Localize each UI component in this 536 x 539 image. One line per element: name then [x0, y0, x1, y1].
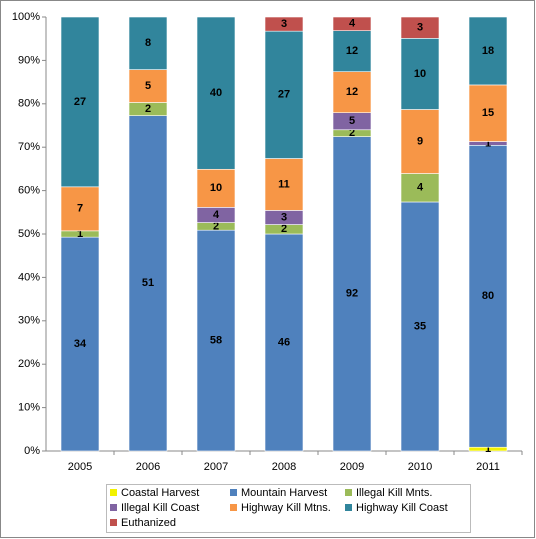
- data-label: 92: [346, 288, 358, 300]
- y-tick-label: 0%: [24, 445, 40, 457]
- y-tick-label: 30%: [18, 315, 40, 327]
- data-label: 4: [349, 18, 356, 30]
- legend-box: [106, 484, 471, 533]
- bar-segment: [264, 233, 304, 452]
- bar-segment: [400, 16, 440, 39]
- x-tick-label: 2011: [476, 461, 500, 473]
- legend-swatch: [345, 489, 352, 496]
- data-label: 12: [346, 86, 358, 98]
- legend-label: Highway Kill Mtns.: [241, 502, 331, 514]
- legend-label: Highway Kill Coast: [356, 502, 448, 514]
- bar-segment: [60, 186, 100, 232]
- data-label: 18: [482, 45, 494, 57]
- data-label: 2: [145, 103, 151, 115]
- data-label: 3: [281, 211, 287, 223]
- data-label: 58: [210, 335, 222, 347]
- data-label: 51: [142, 277, 154, 289]
- data-label: 27: [278, 89, 290, 101]
- y-tick-label: 60%: [18, 185, 40, 197]
- data-label: 46: [278, 336, 290, 348]
- legend-label: Illegal Kill Coast: [121, 502, 199, 514]
- bar-segment: [196, 16, 236, 170]
- bar-segment: [332, 16, 372, 31]
- data-label: 9: [417, 135, 423, 147]
- y-tick-label: 80%: [18, 98, 40, 110]
- bar-segment: [468, 16, 508, 86]
- data-label: 8: [145, 37, 151, 49]
- bar-segment: [468, 84, 508, 142]
- bar-segment: [264, 16, 304, 32]
- y-tick-label: 50%: [18, 228, 40, 240]
- bar-segment: [196, 168, 236, 208]
- data-label: 1: [485, 137, 491, 149]
- data-label: 11: [278, 178, 290, 190]
- bar-segment: [400, 38, 440, 110]
- data-label: 5: [145, 80, 151, 92]
- data-label: 34: [74, 338, 87, 350]
- data-label: 35: [414, 320, 426, 332]
- data-label: 4: [417, 182, 424, 194]
- bar-segment: [60, 236, 100, 452]
- legend-swatch: [110, 504, 117, 511]
- bar-segment: [468, 145, 508, 448]
- legend-label: Illegal Kill Mnts.: [356, 487, 432, 499]
- x-tick-label: 2009: [340, 461, 364, 473]
- y-tick-label: 100%: [12, 11, 40, 23]
- data-label: 2: [281, 223, 287, 235]
- data-label: 80: [482, 290, 494, 302]
- bar-segment: [332, 136, 372, 452]
- data-label: 10: [414, 68, 426, 80]
- y-tick-label: 20%: [18, 358, 40, 370]
- y-tick-label: 40%: [18, 271, 40, 283]
- legend-swatch: [230, 489, 237, 496]
- data-label: 2: [213, 220, 219, 232]
- x-tick-label: 2007: [204, 461, 228, 473]
- y-tick-label: 70%: [18, 141, 40, 153]
- x-tick-label: 2010: [408, 461, 432, 473]
- data-label: 12: [346, 45, 358, 57]
- y-tick-label: 90%: [18, 54, 40, 66]
- bar-segment: [400, 173, 440, 203]
- data-label: 3: [281, 18, 287, 30]
- legend-swatch: [110, 519, 117, 526]
- data-label: 5: [349, 115, 355, 127]
- bar-segment: [128, 115, 168, 452]
- data-label: 10: [210, 182, 222, 194]
- bar-segment: [400, 109, 440, 174]
- data-label: 40: [210, 87, 222, 99]
- x-tick-label: 2006: [136, 461, 160, 473]
- legend-swatch: [345, 504, 352, 511]
- legend-swatch: [110, 489, 117, 496]
- y-tick-label: 10%: [18, 402, 40, 414]
- data-label: 3: [417, 22, 423, 34]
- legend-swatch: [230, 504, 237, 511]
- x-tick-label: 2008: [272, 461, 296, 473]
- legend-label: Euthanized: [121, 517, 176, 529]
- bar-segment: [128, 16, 168, 70]
- legend-label: Coastal Harvest: [121, 487, 199, 499]
- legend-label: Mountain Harvest: [241, 487, 327, 499]
- bar-segment: [196, 229, 236, 452]
- bar-segment: [128, 69, 168, 103]
- data-label: 27: [74, 96, 86, 108]
- bar-segment: [60, 16, 100, 188]
- data-label: 1: [485, 443, 491, 455]
- data-label: 1: [77, 228, 83, 240]
- data-label: 2: [349, 127, 355, 139]
- bar-segment: [332, 30, 372, 72]
- x-tick-label: 2005: [68, 461, 92, 473]
- data-label: 15: [482, 107, 494, 119]
- bar-segment: [400, 201, 440, 452]
- data-label: 4: [213, 209, 220, 221]
- data-label: 7: [77, 203, 83, 215]
